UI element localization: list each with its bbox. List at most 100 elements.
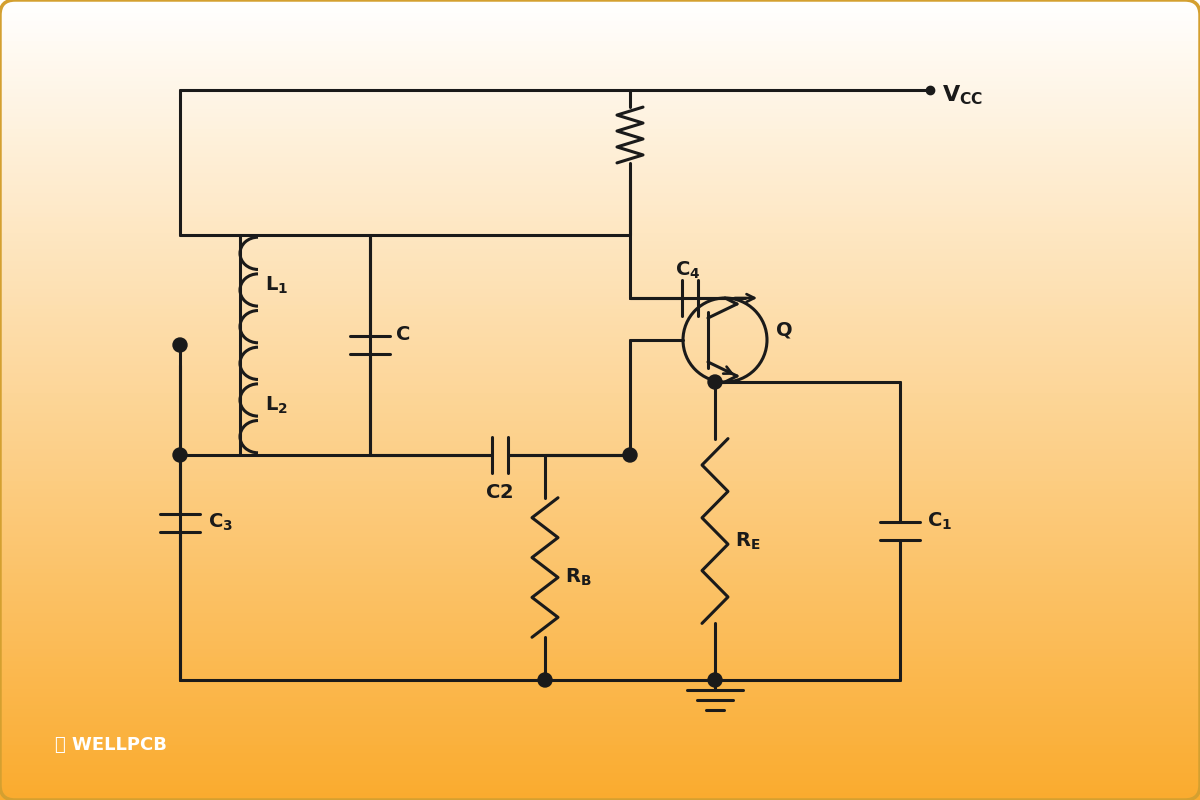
Bar xyxy=(0,588,1200,592)
Bar xyxy=(0,120,1200,124)
Bar xyxy=(0,20,1200,24)
Bar xyxy=(0,200,1200,204)
Bar xyxy=(0,468,1200,472)
Bar xyxy=(0,24,1200,28)
Bar xyxy=(0,208,1200,212)
Bar xyxy=(0,776,1200,780)
Bar xyxy=(0,704,1200,708)
Bar xyxy=(0,312,1200,316)
Bar xyxy=(0,296,1200,300)
Bar xyxy=(0,264,1200,268)
Bar xyxy=(0,764,1200,768)
Bar xyxy=(0,672,1200,676)
Bar xyxy=(0,752,1200,756)
Bar xyxy=(0,124,1200,128)
Bar xyxy=(0,288,1200,292)
Bar xyxy=(0,528,1200,532)
Bar xyxy=(0,360,1200,364)
Text: $\mathbf{R_E}$: $\mathbf{R_E}$ xyxy=(734,530,761,552)
Bar xyxy=(0,520,1200,524)
Bar xyxy=(0,416,1200,420)
Bar xyxy=(0,700,1200,704)
Bar xyxy=(0,196,1200,200)
Bar xyxy=(0,356,1200,360)
Bar xyxy=(0,136,1200,140)
Bar xyxy=(0,132,1200,136)
Bar xyxy=(0,308,1200,312)
Bar xyxy=(0,304,1200,308)
Text: $\mathbf{C_4}$: $\mathbf{C_4}$ xyxy=(674,259,701,281)
Bar xyxy=(0,472,1200,476)
Bar xyxy=(0,236,1200,240)
Circle shape xyxy=(623,448,637,462)
Bar xyxy=(0,364,1200,368)
Bar xyxy=(0,40,1200,44)
Bar xyxy=(0,612,1200,616)
Bar xyxy=(0,380,1200,384)
Bar xyxy=(0,212,1200,216)
Bar xyxy=(0,400,1200,404)
Bar xyxy=(0,728,1200,732)
Circle shape xyxy=(173,448,187,462)
Bar xyxy=(0,268,1200,272)
Text: $\mathbf{L_2}$: $\mathbf{L_2}$ xyxy=(265,394,288,416)
Bar xyxy=(0,368,1200,372)
Bar xyxy=(0,108,1200,112)
Bar xyxy=(0,112,1200,116)
Bar xyxy=(0,160,1200,164)
Bar xyxy=(0,52,1200,56)
Bar xyxy=(0,516,1200,520)
Bar xyxy=(0,476,1200,480)
Bar xyxy=(0,8,1200,12)
Bar xyxy=(0,492,1200,496)
Bar xyxy=(0,648,1200,652)
Bar xyxy=(0,76,1200,80)
Text: $\mathbf{C_1}$: $\mathbf{C_1}$ xyxy=(928,510,952,532)
Bar xyxy=(0,624,1200,628)
Bar xyxy=(0,300,1200,304)
Bar xyxy=(0,432,1200,436)
Bar xyxy=(0,172,1200,176)
Bar xyxy=(0,548,1200,552)
Bar xyxy=(0,4,1200,8)
Bar xyxy=(0,684,1200,688)
Bar xyxy=(0,536,1200,540)
Bar xyxy=(0,68,1200,72)
Bar xyxy=(0,724,1200,728)
Bar xyxy=(0,340,1200,344)
Bar xyxy=(0,436,1200,440)
Bar xyxy=(0,96,1200,100)
Bar xyxy=(0,784,1200,788)
Bar xyxy=(0,524,1200,528)
Bar xyxy=(0,748,1200,752)
Text: $\mathbf{C}$: $\mathbf{C}$ xyxy=(395,326,410,345)
Bar xyxy=(0,148,1200,152)
Bar xyxy=(0,740,1200,744)
Bar xyxy=(0,204,1200,208)
Bar xyxy=(0,532,1200,536)
Bar xyxy=(0,116,1200,120)
Bar xyxy=(0,256,1200,260)
Bar xyxy=(0,616,1200,620)
Bar xyxy=(0,164,1200,168)
Bar xyxy=(0,156,1200,160)
Bar xyxy=(0,552,1200,556)
Bar xyxy=(0,576,1200,580)
Bar xyxy=(0,596,1200,600)
Bar xyxy=(0,404,1200,408)
Bar xyxy=(0,628,1200,632)
Bar xyxy=(0,500,1200,504)
Bar xyxy=(0,188,1200,192)
Bar xyxy=(0,328,1200,332)
Bar xyxy=(0,680,1200,684)
Bar xyxy=(0,720,1200,724)
Bar xyxy=(0,440,1200,444)
Bar xyxy=(0,780,1200,784)
Text: $\mathbf{L_1}$: $\mathbf{L_1}$ xyxy=(265,274,288,296)
Bar xyxy=(0,272,1200,276)
Bar xyxy=(0,0,1200,4)
Bar xyxy=(0,260,1200,264)
Bar xyxy=(0,384,1200,388)
Bar xyxy=(0,140,1200,144)
Bar xyxy=(0,644,1200,648)
